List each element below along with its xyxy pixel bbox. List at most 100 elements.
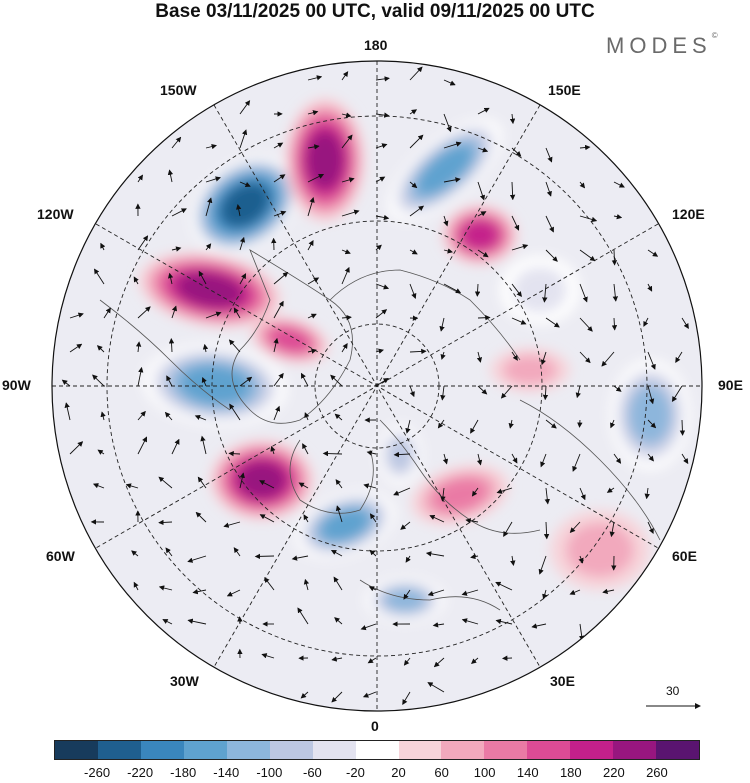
wind-arrow: [511, 147, 522, 157]
wind-arrow: [681, 317, 689, 329]
wind-arrow: [611, 249, 618, 266]
wind-arrow: [572, 453, 581, 472]
wind-arrow: [171, 136, 182, 149]
wind-arrow: [440, 385, 446, 401]
wind-arrow: [259, 514, 275, 523]
wind-arrow: [465, 518, 479, 524]
wind-arrow: [579, 487, 586, 501]
wind-arrow: [375, 143, 388, 149]
wind-arrow: [334, 617, 343, 625]
wind-arrow: [409, 348, 427, 355]
wind-arrow: [273, 372, 284, 387]
lon-label-150w: 150W: [160, 82, 197, 98]
colorbar-tick-label: -140: [213, 765, 240, 780]
wind-arrow: [92, 483, 105, 489]
wind-arrow: [443, 177, 461, 183]
wind-arrow: [500, 385, 513, 399]
wind-arrow: [228, 450, 241, 457]
colorbar-swatch: [656, 741, 700, 759]
wind-arrow: [609, 521, 615, 538]
wind-arrow: [362, 691, 377, 698]
colorbar-tick-label: -20: [346, 765, 365, 780]
wind-arrow: [158, 519, 173, 526]
wind-arrow: [679, 419, 686, 436]
colorbar-ticks: -260 -220 -180 -140 -100 -60 -20 20 60 100 140 180 2…: [0, 765, 750, 783]
wind-arrow: [577, 419, 583, 428]
map-border: [51, 60, 703, 712]
wind-arrow: [171, 208, 187, 217]
wind-arrow: [307, 173, 325, 183]
wind-arrow: [331, 656, 343, 662]
wind-vectors: [61, 66, 689, 705]
wind-arrow: [375, 112, 390, 118]
wind-arrow: [137, 235, 149, 251]
wind-arrow: [569, 521, 581, 533]
wind-arrow: [97, 449, 105, 455]
wind-arrow: [239, 129, 248, 149]
brand-mark: ©: [711, 31, 718, 40]
wind-arrow: [297, 607, 309, 625]
wind-arrow: [273, 337, 279, 353]
wind-arrow: [393, 451, 411, 458]
wind-arrow: [261, 653, 275, 659]
wind-arrow: [254, 553, 275, 560]
wind-arrow: [69, 343, 83, 353]
colorbar-tick-label: -260: [84, 765, 111, 780]
wind-arrow: [304, 412, 310, 421]
wind-arrow: [429, 515, 445, 523]
wind-arrow: [335, 505, 343, 523]
wind-arrow: [137, 436, 148, 455]
wind-arrow: [675, 351, 683, 363]
wind-arrow: [307, 348, 317, 354]
anomaly-low-north-atlantic: [320, 508, 370, 542]
wind-arrow: [205, 176, 221, 183]
wind-arrow: [433, 657, 445, 668]
wind-arrow: [334, 413, 343, 421]
wind-arrow: [330, 374, 343, 387]
wind-arrow: [644, 487, 650, 500]
colorbar-swatch: [613, 741, 657, 759]
colorbar-swatch: [527, 741, 571, 759]
wind-arrow: [171, 246, 182, 252]
wind-arrow: [168, 338, 175, 353]
wind-arrow: [273, 210, 287, 217]
wind-arrow: [226, 589, 241, 597]
wind-arrow: [477, 147, 489, 153]
lon-label-150e: 150E: [548, 82, 581, 98]
wind-arrow: [511, 215, 520, 231]
wind-arrow: [540, 351, 547, 366]
wind-arrow: [341, 266, 350, 285]
wind-arrow: [409, 66, 423, 81]
wind-arrow: [366, 450, 377, 456]
colorbar-tick-label: 60: [434, 765, 449, 780]
colorbar-tick-label: -60: [302, 765, 322, 780]
wind-arrow: [375, 348, 384, 354]
colorbar-swatch: [441, 741, 485, 759]
colorbar-swatch: [226, 741, 270, 759]
anomaly-high-yakutia: [461, 220, 499, 250]
wind-arrow: [476, 453, 483, 466]
colorbar-swatch: [269, 741, 313, 759]
wind-arrow: [443, 248, 453, 254]
wind-arrow: [375, 214, 390, 221]
wind-arrow: [187, 555, 207, 563]
wind-arrow: [198, 270, 207, 285]
wind-arrow: [270, 445, 276, 455]
colorbar-swatch: [355, 741, 399, 759]
wind-arrow: [375, 283, 390, 290]
wind-arrow: [239, 181, 251, 188]
wind-arrow: [601, 351, 615, 367]
wind-arrow: [579, 144, 591, 151]
wind-arrow: [403, 657, 411, 666]
colorbar-tick-label: 180: [559, 765, 582, 780]
wind-arrow: [236, 204, 242, 217]
colorbar-swatch: [484, 741, 528, 759]
wind-arrow: [575, 385, 581, 399]
wind-arrow: [461, 589, 479, 596]
wind-arrow: [613, 181, 625, 188]
wind-arrow: [273, 174, 286, 183]
anomaly-high-north-africa: [503, 355, 557, 385]
wind-arrow: [341, 249, 351, 255]
wind-arrow: [443, 283, 462, 294]
wind-arrow: [137, 366, 144, 387]
